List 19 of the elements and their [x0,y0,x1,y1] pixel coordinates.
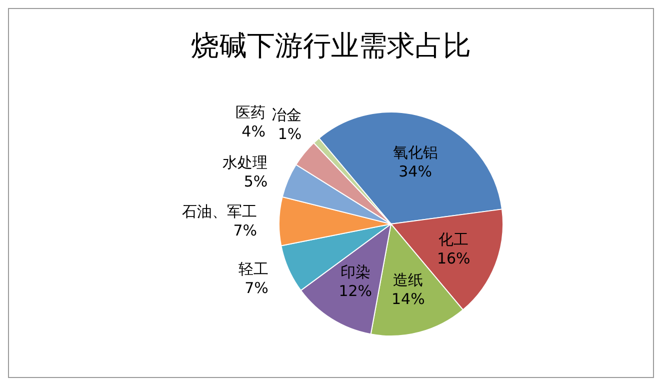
slice-label: 印染 [340,262,370,281]
data-label: 1% [278,125,302,144]
chart-title: 烧碱下游行业需求占比 [190,28,472,64]
slice-label: 造纸 [393,270,424,289]
slice-label: 石油、军工 [182,202,258,221]
slice-label: 轻工 [238,260,268,278]
slice-label: 化工 [438,230,469,248]
data-label: 5% [244,172,268,191]
data-label: 7% [233,222,258,240]
data-label: 14% [391,290,425,308]
slice-label: 冶金 [272,106,302,124]
data-label: 12% [338,282,372,300]
data-label: 16% [436,249,470,268]
data-label: 7% [244,279,268,298]
slice-label: 医药 [235,104,266,122]
slice-label: 氧化铝 [392,143,438,162]
data-label: 4% [242,122,266,141]
slice-label: 水处理 [222,154,268,172]
data-label: 34% [398,162,432,180]
